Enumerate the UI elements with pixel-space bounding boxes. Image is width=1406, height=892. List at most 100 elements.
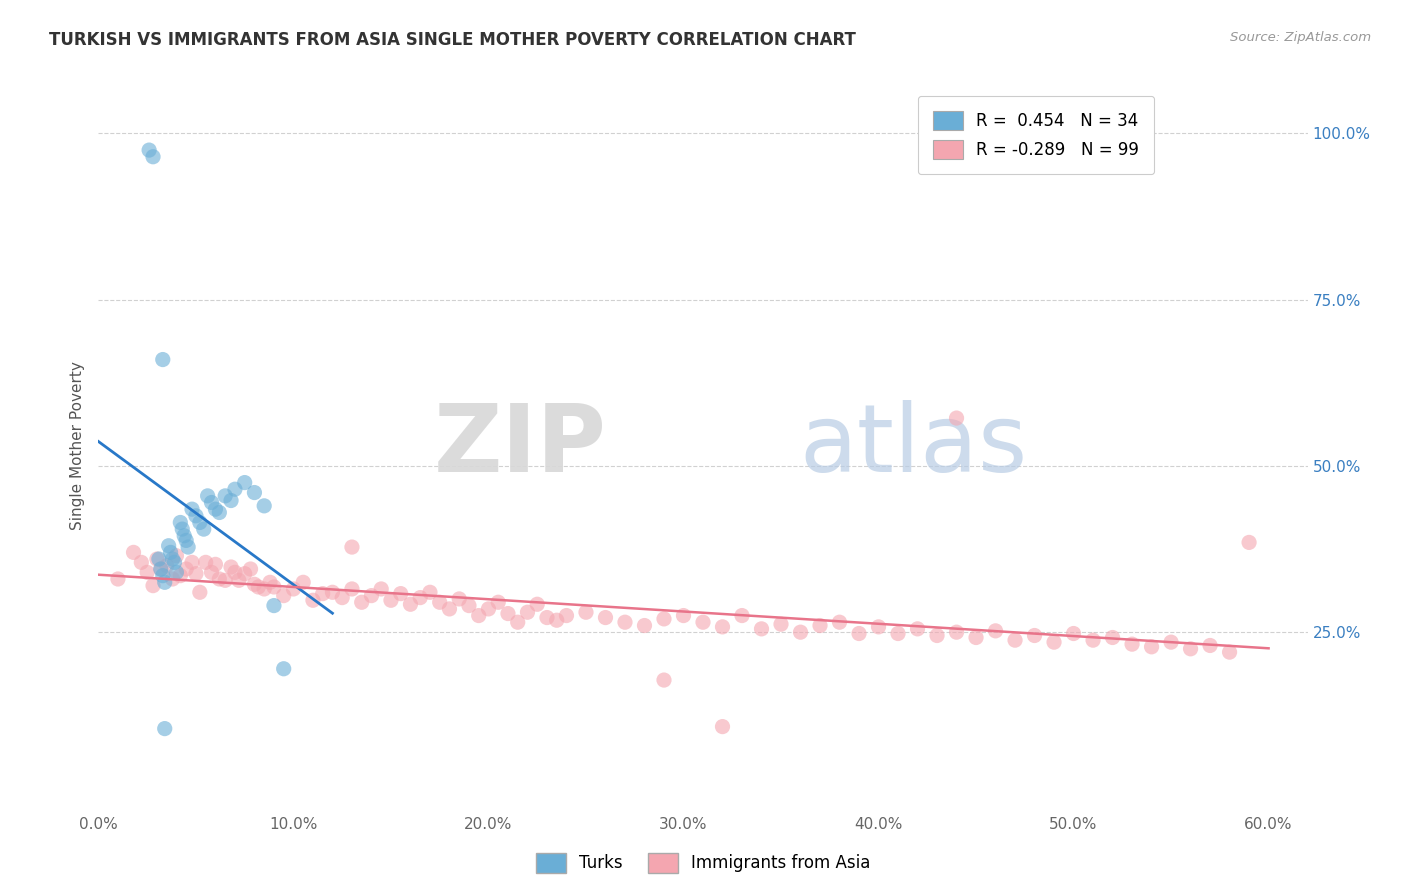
Point [131,555,153,569]
Point [177,540,200,554]
Point [263,580,285,594]
Point [389,586,412,600]
Point [165,566,187,580]
Point [848,626,870,640]
Point [409,591,432,605]
Point [156,558,179,573]
Point [429,595,451,609]
Point [153,575,176,590]
Point [828,615,851,630]
Point [200,566,222,580]
Point [652,612,675,626]
Point [253,499,276,513]
Point [399,597,422,611]
Point [169,516,191,530]
Point [188,585,211,599]
Point [672,608,695,623]
Point [789,625,811,640]
Point [516,605,538,619]
Point [711,720,734,734]
Point [283,582,305,596]
Point [458,599,481,613]
Point [219,493,242,508]
Point [887,626,910,640]
Point [330,591,353,605]
Point [142,150,165,164]
Point [731,608,754,623]
Point [1180,641,1202,656]
Point [1043,635,1066,649]
Point [340,582,363,596]
Point [142,579,165,593]
Text: ZIP: ZIP [433,400,606,492]
Point [1081,633,1104,648]
Point [146,552,169,566]
Point [711,620,734,634]
Point [162,552,184,566]
Point [243,485,266,500]
Point [633,618,655,632]
Point [188,516,211,530]
Point [1140,640,1163,654]
Point [152,568,174,582]
Point [204,502,226,516]
Point [808,618,831,632]
Point [228,574,250,588]
Point [253,582,276,596]
Point [595,610,617,624]
Point [312,586,335,600]
Point [321,585,343,599]
Point [197,489,219,503]
Point [907,622,929,636]
Point [184,508,207,523]
Point [614,615,637,630]
Point [273,662,295,676]
Point [259,575,281,590]
Point [1160,635,1182,649]
Point [340,540,363,554]
Point [174,562,197,576]
Point [233,566,256,581]
Text: Source: ZipAtlas.com: Source: ZipAtlas.com [1230,31,1371,45]
Point [965,631,987,645]
Point [1024,628,1046,642]
Point [247,580,270,594]
Point [751,622,773,636]
Point [136,566,159,580]
Point [149,562,172,576]
Point [184,566,207,581]
Point [172,522,194,536]
Point [122,545,145,559]
Point [162,572,184,586]
Y-axis label: Single Mother Poverty: Single Mother Poverty [69,361,84,531]
Point [214,574,236,588]
Point [769,617,792,632]
Point [496,607,519,621]
Point [153,722,176,736]
Point [868,620,890,634]
Point [1121,637,1143,651]
Point [181,555,204,569]
Point [174,533,197,548]
Point [169,568,191,582]
Point [467,608,489,623]
Point [204,558,226,572]
Point [1004,633,1026,648]
Point [984,624,1007,638]
Point [243,577,266,591]
Point [239,562,262,576]
Point [224,566,246,580]
Point [350,595,373,609]
Point [419,585,441,599]
Point [224,482,246,496]
Point [1237,535,1260,549]
Point [526,597,548,611]
Point [173,529,195,543]
Point [945,625,967,640]
Point [157,539,180,553]
Point [1063,626,1085,640]
Point [148,552,170,566]
Point [477,602,499,616]
Point [925,628,948,642]
Point [292,575,315,590]
